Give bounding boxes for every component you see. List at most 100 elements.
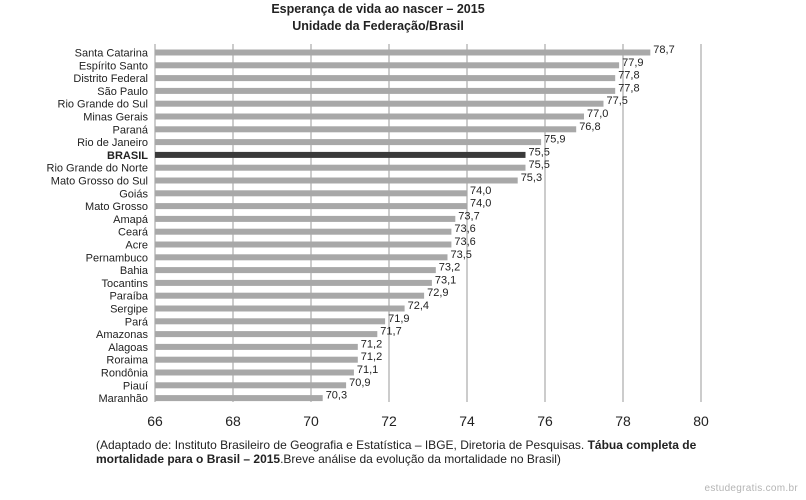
bar-0 [155,49,651,56]
category-label: Paraná [113,124,149,136]
category-label: Santa Catarina [75,48,149,60]
bar-16 [155,254,448,261]
source-prefix: (Adaptado de: Instituto Brasileiro de Ge… [96,438,588,452]
category-label: Acre [125,240,148,252]
data-label: 75,5 [529,146,550,158]
data-label: 73,1 [435,274,456,286]
bar-12 [155,203,467,210]
category-label: Sergipe [110,304,148,316]
bar-19 [155,292,425,299]
category-label: Amazonas [96,329,148,341]
category-label: Mato Grosso [85,201,148,213]
bar-11 [155,190,467,197]
category-label: Rondônia [101,368,149,380]
data-label: 72,4 [408,300,429,312]
data-label: 75,9 [544,134,565,146]
data-label: 70,3 [326,390,347,402]
data-label: 77,5 [607,95,628,107]
bar-21 [155,318,386,325]
data-label: 73,5 [451,249,472,261]
value-labels: 78,777,977,877,877,577,076,875,975,575,5… [326,44,675,402]
chart-subtitle: Unidade da Federação/Brasil [292,19,464,33]
bar-5 [155,113,584,120]
data-label: 72,9 [427,287,448,299]
bar-7 [155,139,542,146]
bar-27 [155,395,323,402]
watermark: estudegratis.com.br [704,483,798,494]
data-label: 77,8 [618,70,639,82]
bars [155,49,651,402]
bar-18 [155,279,432,286]
bar-22 [155,331,378,338]
category-label: Rio de Janeiro [77,137,148,149]
category-label: Piauí [123,380,148,392]
data-label: 77,0 [587,108,608,120]
x-tick-label: 76 [537,413,553,429]
bar-17 [155,267,436,274]
data-label: 70,9 [349,377,370,389]
category-label: Pará [125,316,149,328]
category-label: Rio Grande do Norte [47,163,149,175]
category-label: Paraíba [109,291,148,303]
source-suffix: .Breve análise da evolução da mortalidad… [280,452,561,466]
x-tick-label: 68 [225,413,241,429]
bar-4 [155,100,604,107]
category-label: BRASIL [107,150,148,162]
category-label: Mato Grosso do Sul [51,176,148,188]
data-label: 73,6 [454,223,475,235]
category-label: Amapá [113,214,149,226]
bar-10 [155,177,518,184]
data-label: 73,6 [454,236,475,248]
data-label: 75,5 [529,159,550,171]
category-label: São Paulo [97,86,148,98]
x-tick-label: 72 [381,413,397,429]
data-label: 76,8 [579,121,600,133]
data-label: 71,2 [361,338,382,350]
data-label: 75,3 [521,172,542,184]
x-tick-label: 74 [459,413,475,429]
x-tick-label: 78 [615,413,631,429]
data-label: 71,9 [388,313,409,325]
category-label: Alagoas [108,342,148,354]
data-label: 73,2 [439,262,460,274]
bar-24 [155,356,358,363]
bar-25 [155,369,354,376]
data-label: 74,0 [470,185,491,197]
x-tick-label: 80 [693,413,709,429]
data-label: 77,8 [618,82,639,94]
bar-8 [155,151,526,158]
bar-14 [155,228,452,235]
bar-15 [155,241,452,248]
data-label: 71,7 [380,326,401,338]
data-label: 77,9 [622,57,643,69]
category-label: Espírito Santo [79,60,148,72]
category-label: Goiás [119,188,148,200]
data-label: 74,0 [470,198,491,210]
category-label: Rio Grande do Sul [58,99,149,111]
data-label: 71,2 [361,351,382,363]
category-label: Roraima [106,355,148,367]
x-axis-ticks: 66 68 70 72 74 76 78 80 [147,413,709,429]
data-label: 71,1 [357,364,378,376]
bar-1 [155,62,620,69]
category-label: Distrito Federal [73,73,148,85]
category-label: Pernambuco [86,252,148,264]
category-label: Ceará [118,227,149,239]
bar-23 [155,343,358,350]
bar-9 [155,164,526,171]
category-label: Tocantins [102,278,149,290]
category-label: Bahia [120,265,149,277]
bar-26 [155,382,347,389]
bar-6 [155,126,577,133]
category-label: Maranhão [98,393,148,405]
bar-2 [155,75,616,82]
data-label: 78,7 [653,44,674,56]
x-tick-label: 70 [303,413,319,429]
chart-title: Esperança de vida ao nascer – 2015 [271,2,484,16]
x-tick-label: 66 [147,413,163,429]
category-label: Minas Gerais [83,112,148,124]
source-note: (Adaptado de: Instituto Brasileiro de Ge… [96,438,736,466]
bar-3 [155,87,616,94]
source-bold: Tábua completa de mortalidade para o Bra… [96,438,697,466]
